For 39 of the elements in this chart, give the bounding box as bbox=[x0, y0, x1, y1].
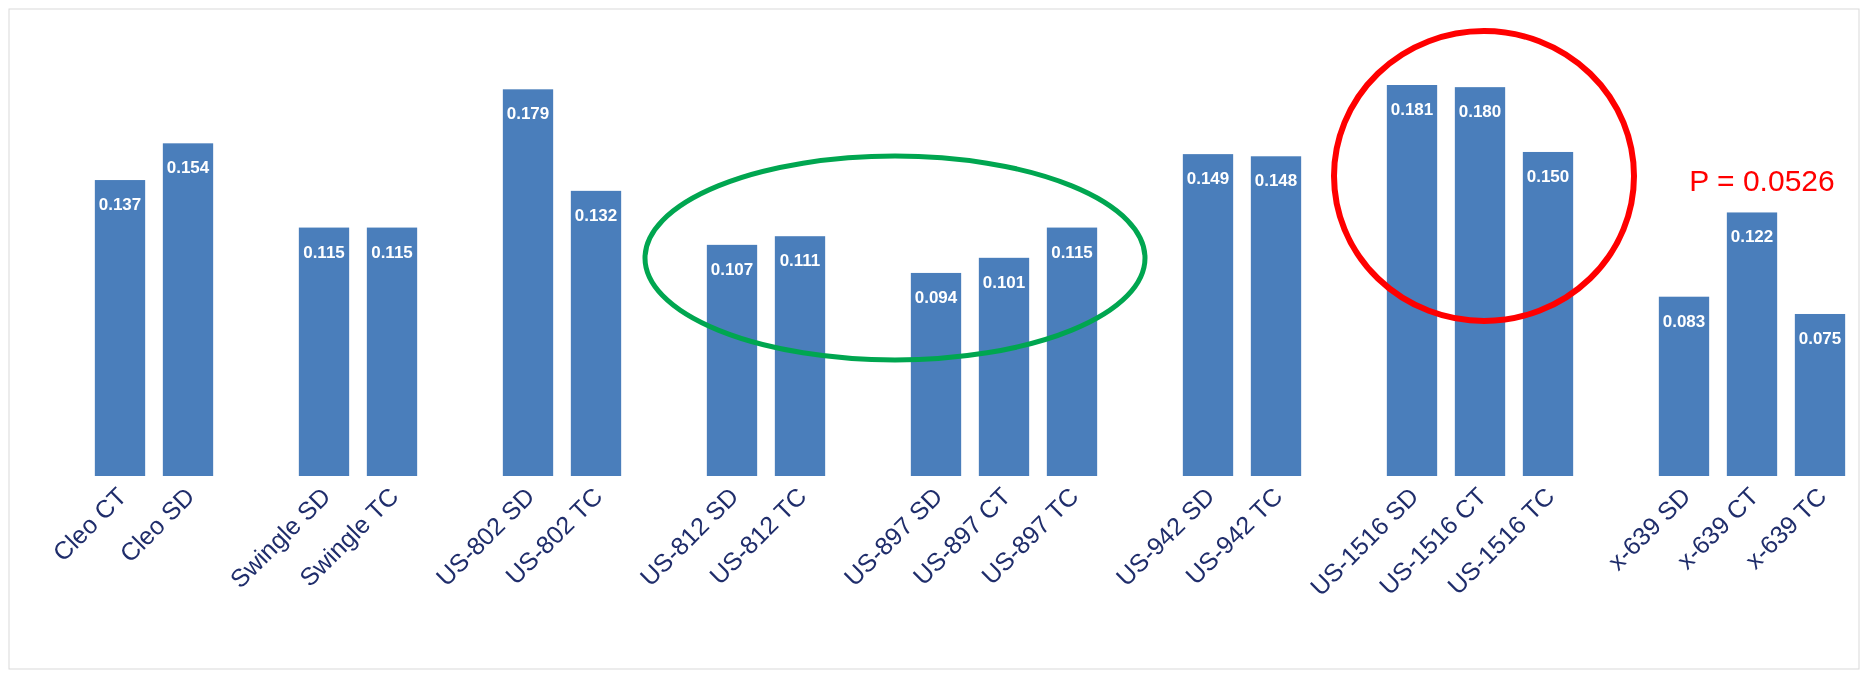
data-label: 0.107 bbox=[710, 259, 754, 279]
bar bbox=[94, 180, 146, 476]
bar bbox=[162, 143, 214, 476]
data-label: 0.122 bbox=[1730, 227, 1774, 247]
bar bbox=[1726, 212, 1778, 476]
data-label: 0.115 bbox=[371, 242, 413, 262]
bar bbox=[1658, 296, 1710, 476]
bar bbox=[1182, 154, 1234, 476]
bar bbox=[1794, 313, 1846, 476]
bar bbox=[366, 227, 418, 476]
data-label: 0.101 bbox=[982, 272, 1026, 292]
bar bbox=[298, 227, 350, 476]
data-label: 0.094 bbox=[914, 287, 958, 307]
data-label: 0.132 bbox=[574, 205, 618, 225]
data-label: 0.149 bbox=[1186, 169, 1230, 189]
data-label: 0.111 bbox=[779, 251, 821, 271]
annotation: P = 0.0526 bbox=[1689, 164, 1835, 197]
data-label: 0.154 bbox=[166, 158, 210, 178]
bar bbox=[1522, 151, 1574, 476]
data-label: 0.179 bbox=[506, 104, 550, 124]
data-label: 0.148 bbox=[1254, 171, 1298, 191]
bar bbox=[502, 89, 554, 476]
bar bbox=[1454, 87, 1506, 476]
bar bbox=[1250, 156, 1302, 476]
bar bbox=[1046, 227, 1098, 476]
bar bbox=[978, 257, 1030, 476]
data-label: 0.180 bbox=[1458, 102, 1502, 122]
data-label: 0.150 bbox=[1526, 166, 1570, 186]
bar bbox=[774, 236, 826, 476]
data-label: 0.181 bbox=[1390, 100, 1434, 119]
data-label: 0.075 bbox=[1798, 328, 1842, 348]
data-label: 0.137 bbox=[98, 195, 142, 215]
data-label: 0.115 bbox=[303, 242, 345, 262]
bar bbox=[570, 190, 622, 476]
bar bbox=[910, 272, 962, 476]
bar bbox=[706, 244, 758, 476]
bar bbox=[1386, 85, 1438, 476]
data-label: 0.115 bbox=[1051, 242, 1093, 262]
data-label: 0.083 bbox=[1662, 311, 1706, 331]
